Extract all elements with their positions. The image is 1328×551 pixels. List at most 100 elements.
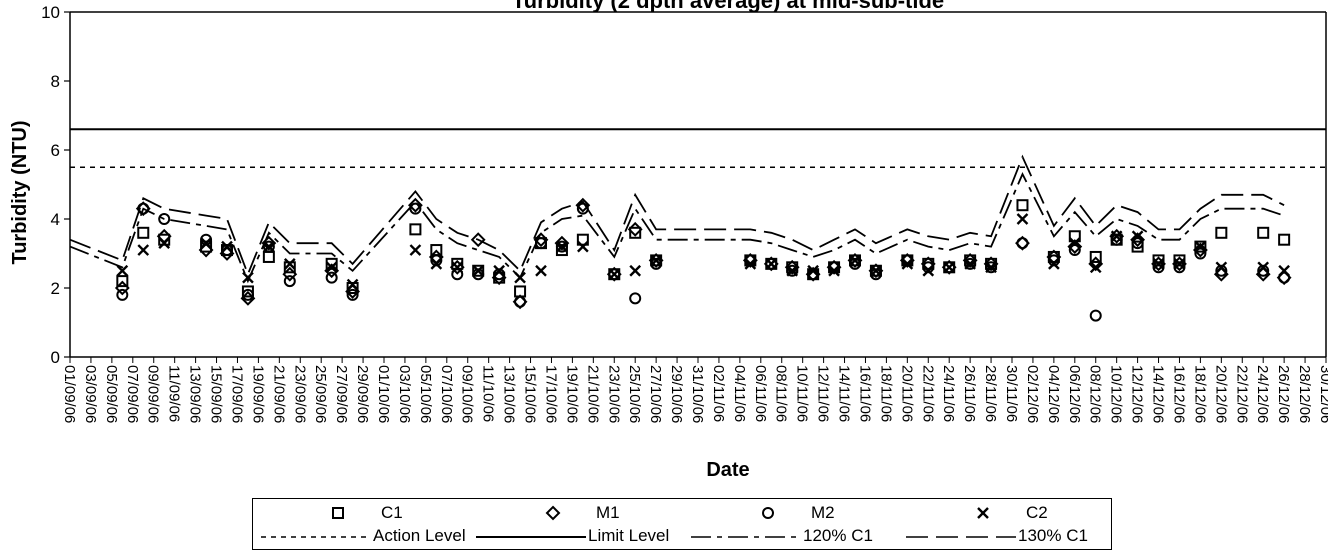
m2-point bbox=[985, 261, 998, 274]
marker-shape bbox=[262, 250, 275, 263]
x-tick-label: 17/09/06 bbox=[228, 365, 245, 423]
x-tick-label: 09/09/06 bbox=[145, 365, 162, 423]
c1-point bbox=[1278, 233, 1291, 246]
marker-shape bbox=[765, 258, 778, 270]
legend-label: M1 bbox=[596, 503, 620, 522]
m1-point bbox=[533, 232, 549, 248]
legend-item: M1 bbox=[468, 502, 683, 524]
marker-shape bbox=[242, 271, 254, 284]
legend-item: Limit Level bbox=[468, 525, 683, 547]
y-tick-label: 10 bbox=[41, 3, 60, 22]
x-tick-label: 07/10/06 bbox=[438, 365, 455, 423]
x-tick-label: 18/12/06 bbox=[1191, 365, 1208, 423]
x-tick-label: 20/12/06 bbox=[1212, 365, 1229, 423]
m2-point bbox=[576, 202, 589, 215]
marker-shape bbox=[1151, 256, 1166, 272]
marker-shape bbox=[1278, 233, 1291, 246]
marker-shape bbox=[451, 261, 464, 274]
marker-shape bbox=[629, 264, 642, 277]
c2-point bbox=[242, 271, 254, 284]
m1-point bbox=[324, 263, 340, 279]
c1-point bbox=[137, 226, 150, 239]
x-tick-label: 17/10/06 bbox=[542, 365, 559, 423]
m1-point bbox=[1192, 242, 1208, 258]
marker-shape bbox=[964, 257, 977, 270]
c2-point bbox=[493, 264, 505, 277]
marker-shape bbox=[116, 288, 129, 301]
marker-shape bbox=[629, 292, 642, 305]
c1-point bbox=[1131, 240, 1144, 253]
m2-point bbox=[1089, 309, 1102, 322]
marker-shape bbox=[1131, 237, 1144, 250]
c2-point bbox=[1278, 264, 1290, 277]
x-tick-label: 01/10/06 bbox=[375, 365, 392, 423]
x-tick-label: 21/09/06 bbox=[270, 365, 287, 423]
m1-point bbox=[282, 266, 298, 282]
c1-point bbox=[262, 250, 275, 263]
c2-point bbox=[1215, 261, 1228, 274]
legend-item: Action Level bbox=[253, 525, 468, 547]
legend-symbol bbox=[476, 536, 586, 538]
marker-shape bbox=[1215, 261, 1228, 274]
marker-shape bbox=[263, 240, 275, 253]
120-c1-line bbox=[69, 171, 1285, 284]
legend-label: Action Level bbox=[373, 526, 466, 545]
c2-point bbox=[765, 258, 778, 270]
x-tick-label: 23/10/06 bbox=[605, 365, 622, 423]
m1-point bbox=[575, 197, 591, 213]
x-axis-label: Date bbox=[706, 459, 749, 481]
y-tick-label: 6 bbox=[51, 141, 60, 160]
marker-shape bbox=[1089, 250, 1102, 263]
legend-label: 130% C1 bbox=[1018, 526, 1088, 545]
marker-shape bbox=[744, 258, 757, 270]
x-tick-label: 01/09/06 bbox=[61, 365, 78, 423]
c2-point bbox=[409, 244, 422, 256]
c2-point bbox=[650, 254, 662, 267]
marker-shape bbox=[762, 507, 774, 519]
marker-shape bbox=[283, 258, 296, 270]
x-tick-label: 16/12/06 bbox=[1170, 365, 1187, 423]
c2-point bbox=[1048, 258, 1060, 270]
legend-label: C2 bbox=[1026, 503, 1048, 522]
m1-point bbox=[1172, 256, 1187, 272]
legend-symbol bbox=[762, 507, 774, 519]
marker-shape bbox=[1194, 240, 1207, 253]
legend-item: M2 bbox=[683, 502, 898, 524]
marker-shape bbox=[576, 202, 589, 215]
y-axis-label: Turbidity (NTU) bbox=[9, 120, 31, 264]
x-tick-label: 26/11/06 bbox=[961, 365, 978, 422]
marker-shape bbox=[472, 264, 485, 277]
x-tick-label: 24/11/06 bbox=[940, 365, 957, 422]
x-tick-label: 08/12/06 bbox=[1087, 365, 1104, 423]
x-tick-label: 03/09/06 bbox=[82, 365, 99, 423]
c1-point bbox=[629, 226, 642, 239]
marker-shape bbox=[535, 264, 547, 277]
marker-shape bbox=[828, 264, 840, 277]
legend-item: C2 bbox=[898, 502, 1113, 524]
c2-point bbox=[807, 264, 819, 277]
marker-shape bbox=[1016, 199, 1029, 212]
x-tick-label: 14/12/06 bbox=[1150, 365, 1167, 423]
chart-title: Turbidity (2 dpth average) at mid-sub-ti… bbox=[512, 0, 944, 13]
m1-point bbox=[1130, 232, 1146, 248]
c2-point bbox=[535, 264, 547, 277]
legend-symbol bbox=[261, 536, 371, 538]
m1-point bbox=[449, 259, 465, 275]
c1-point bbox=[241, 285, 254, 298]
m1-point bbox=[648, 252, 664, 268]
m2-point bbox=[241, 288, 254, 301]
marker-shape bbox=[158, 237, 171, 249]
marker-shape bbox=[470, 232, 486, 248]
marker-shape bbox=[943, 261, 956, 274]
marker-shape bbox=[985, 261, 997, 274]
c2-point bbox=[1068, 237, 1081, 249]
m1-point bbox=[1109, 228, 1125, 244]
x-tick-label: 21/10/06 bbox=[584, 365, 601, 423]
marker-shape bbox=[555, 240, 568, 253]
marker-shape bbox=[1194, 240, 1207, 253]
marker-shape bbox=[200, 237, 212, 249]
legend-item: C1 bbox=[253, 502, 468, 524]
m1-point bbox=[1067, 239, 1083, 255]
legend-symbol bbox=[332, 507, 344, 519]
m2-point bbox=[1068, 244, 1081, 257]
